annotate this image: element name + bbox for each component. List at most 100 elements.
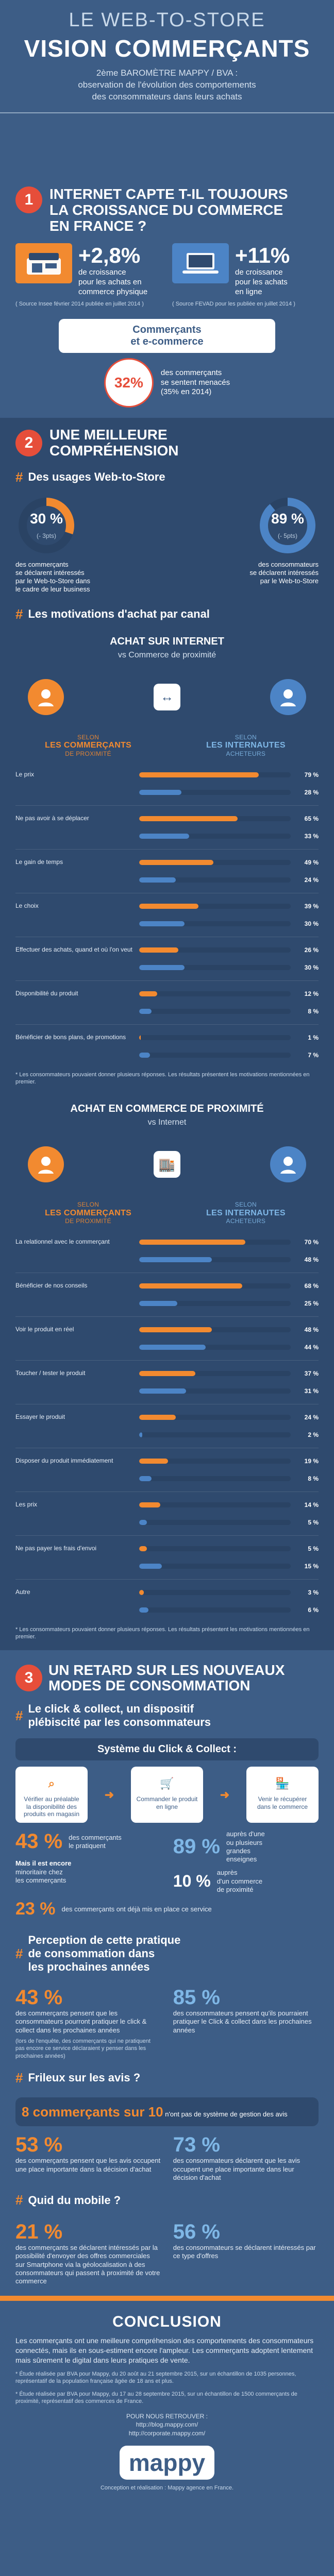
header: LE WEB-TO-STORE VISION COMMERÇANTS 2ème … [0,0,334,179]
bar-row-merchants: Voir le produit en réel 48 % [15,1326,319,1333]
click-collect-10-text-line: auprès [216,1869,238,1877]
mappy-logo-mark: mappy [119,2445,215,2480]
bar-value-online-buyers: 6 % [308,1606,319,1614]
consumers-interest-caption-line: des consommateurs [258,560,319,568]
bar-value-online-buyers: 30 % [304,920,319,927]
click-collect-minority-line: Mais il est encore [15,1859,72,1868]
bar-row-online-buyers: 30 % [15,964,319,971]
bar-value-online-buyers: 2 % [308,1431,319,1439]
merchants-interest-caption: des commerçants se déclarent intéressés … [15,561,162,594]
merchants-interest-caption-line: se déclarent intéressés [15,568,85,577]
bar-fill-online-buyers [139,1564,162,1569]
section-number-badge: 2 [15,429,42,456]
ecommerce-threat-text-line: (35% en 2014) [160,387,212,397]
bar-track [139,1432,291,1438]
divider [0,112,334,113]
hash-icon: # [15,469,23,485]
bar-row-online-buyers: 33 % [15,833,319,840]
bar-fill-merchants [139,1502,161,1508]
bar-fill-online-buyers [139,921,185,926]
bar-row-merchants: Bénéficier de nos conseils 68 % [15,1282,319,1290]
bar-pair: La relationnel avec le commerçant 70 % 48 … [15,1234,319,1267]
click-collect-23-text: des commerçants ont déjà mis en place ce… [61,1905,212,1913]
bar-row-online-buyers: 44 % [15,1344,319,1351]
bar-value-online-buyers: 15 % [304,1563,319,1570]
bar-track [139,1476,291,1482]
click-collect-89-row: 89 % auprès d'une ou plusieurs grandes e… [173,1830,319,1863]
merchants-interest-caption-line: des commerçants [15,560,69,568]
legend: selon LES COMMERÇANTS DE PROXIMITÉ selon… [15,734,319,758]
bar-group: Disposer du produit immédiatement 19 % 8 % [15,1448,319,1492]
perception-stats: 43 % des commerçants pensent que les con… [15,1986,319,2060]
bar-track [139,1502,291,1508]
ecommerce-callout-title-line: Commerçants [132,324,202,335]
click-collect-23-row: 23 % des commerçants ont déjà mis en pla… [15,1899,319,1919]
legend-merchants-label: selon [77,1201,99,1209]
bar-group: Essayer le produit 24 % 2 % [15,1404,319,1448]
bar-track [139,921,291,926]
growth-online-label-line: en ligne [235,287,262,296]
subtitle: 2ème BAROMÈTRE MAPPY / BVA : observation… [0,67,334,103]
bar-row-merchants: Effectuer des achats, quand et où l'on v… [15,946,319,954]
ecommerce-callout-row: 32% des commerçants se sentent menacés (… [59,358,275,408]
bar-pair: Bénéficier de nos conseils 68 % 25 % [15,1278,319,1311]
bar-fill-merchants [139,772,259,777]
bar-fill-online-buyers [139,1008,152,1014]
bar-fill-online-buyers [139,1520,147,1526]
reviews-stats: 53 % des commerçants pensent que les avi… [15,2133,319,2182]
click-collect-43-row: 43 % des commerçants le pratiquent [15,1830,161,1853]
bar-track [139,772,291,777]
bar-value-online-buyers: 44 % [304,1344,319,1351]
merchants-interest-caption-line: le cadre de leur business [15,585,90,594]
bar-row-online-buyers: 30 % [15,920,319,927]
legend-merchants: selon LES COMMERÇANTS DE PROXIMITÉ [15,1201,161,1225]
bar-fill-online-buyers [139,1607,148,1613]
bar-group: Le prix 79 % 28 % [15,762,319,805]
growth-physical-row: +2,8% de croissance pour les achats en c… [15,243,162,297]
conclusion-divider [0,2296,334,2301]
ecommerce-callout-title: Commerçants et e-commerce [59,318,275,353]
click-collect-89-text-line: grandes [226,1846,250,1855]
click-collect-10-text-line: de proximité [216,1885,254,1893]
subtitle-line: observation de l'évolution des comportem… [78,79,256,90]
motivations-block-2-note: * Les consommateurs pouvaient donner plu… [15,1626,310,1640]
bar-pair: Le prix 79 % 28 % [15,767,319,800]
bar-row-merchants: Ne pas avoir à se déplacer 65 % [15,815,319,822]
bar-pair: Ne pas avoir à se déplacer 65 % 33 % [15,811,319,844]
follow-links: POUR NOUS RETROUVER : http://blog.mappy.… [15,2412,319,2437]
bar-fill-merchants [139,991,158,996]
motivations-bars-1: Le prix 79 % 28 % Ne pas avoir à se déplace… [15,762,319,1068]
growth-online-label-line: pour les achats [235,278,288,287]
bar-value-merchants: 5 % [308,1545,319,1553]
legend-online-buyers: selon LES INTERNAUTES ACHETEURS [173,734,319,758]
magnifier-icon: ⌕ [48,1777,55,1790]
bar-value-merchants: 68 % [304,1282,319,1290]
bar-group: Le gain de temps 49 % 24 % [15,849,319,893]
section-2-header: 2 UNE MEILLEURE COMPRÉHENSION [0,418,334,464]
conclusion-text: Les commerçants ont une meilleure compré… [15,2336,314,2365]
bar-fill-merchants [139,1283,242,1289]
corporate-link[interactable]: http://corporate.mappy.com/ [128,2429,206,2437]
spacer [15,1853,161,1859]
bar-fill-online-buyers [139,1345,206,1350]
bar-group: Effectuer des achats, quand et où l'on v… [15,936,319,980]
blog-link[interactable]: http://blog.mappy.com/ [136,2421,198,2429]
bar-label: Les prix [15,1501,38,1509]
bar-group: Voir le produit en réel 48 % 44 % [15,1316,319,1360]
bar-row-online-buyers: 8 % [15,1008,319,1015]
perception-heading-line: Perception de cette pratique [28,1934,181,1947]
reviews-merchants-text: des commerçants pensent que les avis occ… [15,2157,161,2173]
bar-label: Effectuer des achats, quand et où l'on v… [15,945,132,953]
bar-row-online-buyers: 25 % [15,1300,319,1307]
merchants-interest-pct: 30 % [30,510,63,527]
legend-online-buyers-label: selon [235,733,257,741]
section-3: 3 UN RETARD SUR LES NOUVEAUX MODES DE CO… [0,1650,334,2286]
bar-value-merchants: 48 % [304,1326,319,1334]
bar-row-merchants: Ne pas payer les frais d'envoi 5 % [15,1545,319,1552]
bar-pair: Ne pas payer les frais d'envoi 5 % 15 % [15,1541,319,1574]
click-collect-10-row: 10 % auprès d'un commerce de proximité [173,1869,319,1894]
bar-row-online-buyers: 5 % [15,1519,319,1526]
perception-merchants-pct: 43 % [15,1986,63,2009]
growth-online-label: de croissance pour les achats en ligne [235,268,290,297]
legend: selon LES COMMERÇANTS DE PROXIMITÉ selon… [15,1201,319,1225]
